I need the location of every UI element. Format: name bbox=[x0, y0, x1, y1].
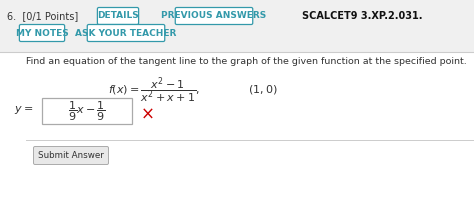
Text: $(1, 0)$: $(1, 0)$ bbox=[248, 83, 278, 97]
FancyBboxPatch shape bbox=[97, 7, 138, 25]
FancyBboxPatch shape bbox=[175, 7, 253, 25]
Text: Submit Answer: Submit Answer bbox=[38, 151, 104, 160]
Text: $\dfrac{1}{9}x - \dfrac{1}{9}$: $\dfrac{1}{9}x - \dfrac{1}{9}$ bbox=[68, 99, 106, 123]
Text: $y =$: $y =$ bbox=[14, 104, 33, 116]
Text: Find an equation of the tangent line to the graph of the given function at the s: Find an equation of the tangent line to … bbox=[26, 57, 467, 67]
FancyBboxPatch shape bbox=[34, 146, 109, 165]
FancyBboxPatch shape bbox=[0, 52, 474, 208]
FancyBboxPatch shape bbox=[0, 0, 474, 53]
FancyBboxPatch shape bbox=[87, 25, 165, 42]
Text: $\times$: $\times$ bbox=[140, 105, 154, 123]
Text: SCALCET9 3.XP.2.031.: SCALCET9 3.XP.2.031. bbox=[302, 11, 422, 21]
FancyBboxPatch shape bbox=[19, 25, 64, 42]
Text: ASK YOUR TEACHER: ASK YOUR TEACHER bbox=[75, 28, 177, 37]
FancyBboxPatch shape bbox=[42, 98, 132, 124]
Text: 6.  [0/1 Points]: 6. [0/1 Points] bbox=[7, 11, 78, 21]
Text: PREVIOUS ANSWERS: PREVIOUS ANSWERS bbox=[161, 11, 266, 21]
Text: DETAILS: DETAILS bbox=[97, 11, 139, 21]
Text: MY NOTES: MY NOTES bbox=[16, 28, 68, 37]
Text: $f(x) = \dfrac{x^2 - 1}{x^2 + x + 1},$: $f(x) = \dfrac{x^2 - 1}{x^2 + x + 1},$ bbox=[108, 75, 200, 105]
